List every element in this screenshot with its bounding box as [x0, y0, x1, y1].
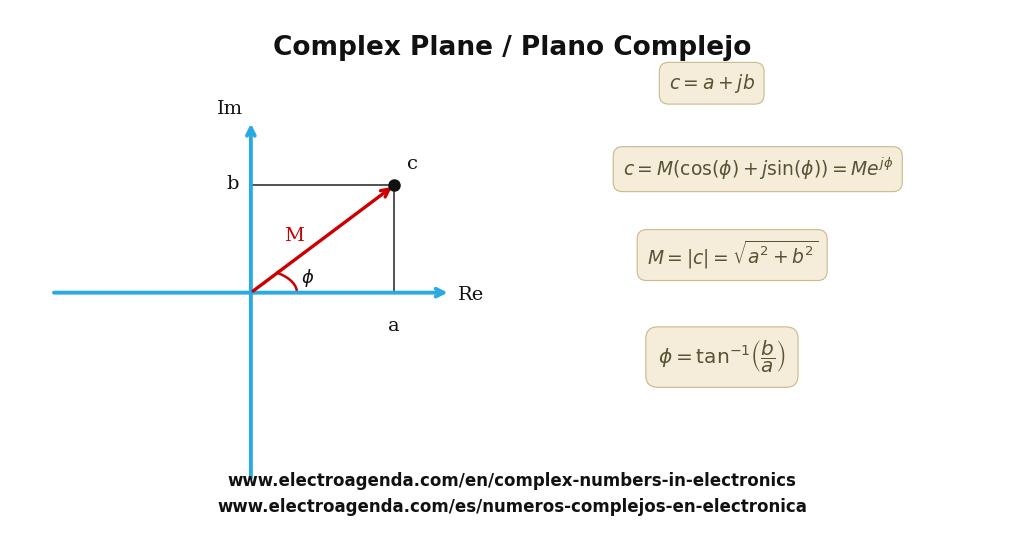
- Text: $M = |c| = \sqrt{a^2 + b^2}$: $M = |c| = \sqrt{a^2 + b^2}$: [646, 239, 818, 271]
- Text: c: c: [407, 155, 418, 173]
- Text: Im: Im: [216, 100, 243, 118]
- Text: $\phi$: $\phi$: [301, 267, 313, 288]
- Text: b: b: [226, 175, 239, 193]
- Text: Re: Re: [458, 286, 484, 304]
- Text: www.electroagenda.com/es/numeros-complejos-en-electronica: www.electroagenda.com/es/numeros-complej…: [217, 498, 807, 517]
- Text: a: a: [388, 317, 400, 335]
- Text: $c = M(\cos(\phi) + j\sin(\phi)) = Me^{j\phi}$: $c = M(\cos(\phi) + j\sin(\phi)) = Me^{j…: [623, 156, 893, 182]
- Text: Complex Plane / Plano Complejo: Complex Plane / Plano Complejo: [272, 35, 752, 61]
- Text: $\phi = \tan^{-1}\!\left(\dfrac{b}{a}\right)$: $\phi = \tan^{-1}\!\left(\dfrac{b}{a}\ri…: [657, 339, 786, 375]
- Text: $c = a + jb$: $c = a + jb$: [669, 72, 755, 95]
- Text: www.electroagenda.com/en/complex-numbers-in-electronics: www.electroagenda.com/en/complex-numbers…: [227, 471, 797, 490]
- Text: M: M: [284, 227, 304, 245]
